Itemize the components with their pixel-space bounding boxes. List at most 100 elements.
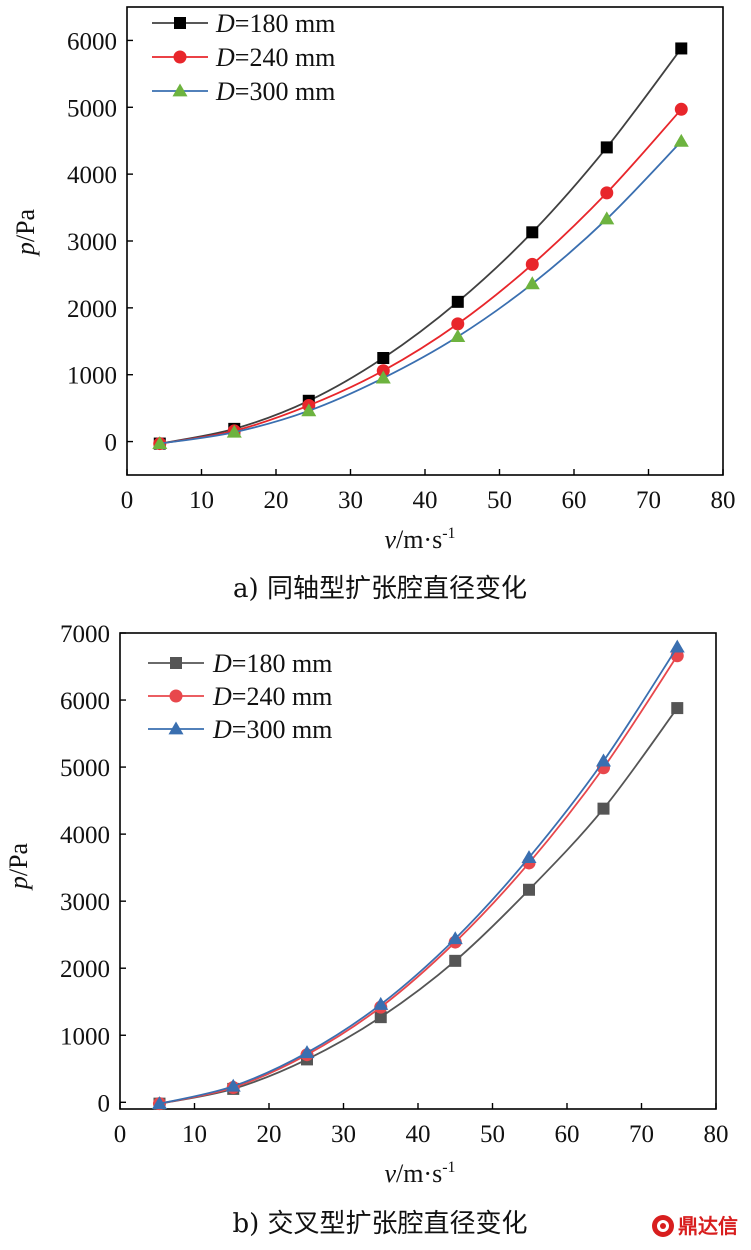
x-tick-label: 50 bbox=[480, 1121, 505, 1148]
caption-a: a) 同轴型扩张腔直径变化 bbox=[233, 574, 527, 604]
legend-label-rest: =300 mm bbox=[232, 715, 333, 744]
x-axis-label-var: v bbox=[384, 1159, 396, 1188]
legend-marker bbox=[172, 83, 188, 97]
y-tick-label: 2000 bbox=[67, 296, 117, 323]
legend-label: D=300 mm bbox=[212, 715, 332, 744]
y-tick-label: 2000 bbox=[60, 956, 110, 983]
y-tick-label: 4000 bbox=[60, 822, 110, 849]
x-tick-label: 20 bbox=[257, 1121, 282, 1148]
series-line-1 bbox=[159, 47, 682, 445]
data-point bbox=[377, 352, 390, 364]
data-point bbox=[600, 186, 614, 200]
legend-label-rest: =180 mm bbox=[235, 9, 336, 38]
x-axis-label: v/m·s-1 bbox=[384, 525, 455, 554]
data-point bbox=[674, 102, 688, 116]
x-tick-label: 40 bbox=[406, 1121, 431, 1148]
legend-label-rest: =240 mm bbox=[232, 682, 333, 711]
y-tick-label: 5000 bbox=[67, 95, 117, 122]
logo-mark-icon bbox=[652, 1215, 674, 1237]
data-point bbox=[301, 403, 317, 417]
legend-label-var: D bbox=[212, 649, 232, 678]
x-axis-label-unit: /m·s bbox=[396, 525, 442, 554]
y-tick-label: 3000 bbox=[67, 229, 117, 256]
x-tick-label: 80 bbox=[711, 487, 736, 514]
x-tick-label: 30 bbox=[338, 487, 363, 514]
y-tick-label: 0 bbox=[105, 430, 118, 457]
legend-marker bbox=[168, 721, 184, 735]
plot-frame bbox=[119, 632, 717, 1110]
y-tick-label: 6000 bbox=[67, 28, 117, 55]
data-point bbox=[451, 317, 465, 331]
y-tick-label: 6000 bbox=[60, 688, 110, 715]
x-tick-label: 10 bbox=[189, 487, 214, 514]
data-point bbox=[375, 370, 391, 384]
legend-label-var: D bbox=[215, 43, 235, 72]
data-point bbox=[524, 276, 540, 290]
watermark-text: 鼎达信 bbox=[678, 1214, 738, 1238]
data-point bbox=[596, 753, 612, 767]
data-point bbox=[525, 257, 539, 271]
y-tick-label: 7000 bbox=[60, 621, 110, 648]
x-axis-label-sup: -1 bbox=[442, 1159, 455, 1176]
x-axis-label-sup: -1 bbox=[442, 525, 455, 542]
legend-label-rest: =240 mm bbox=[235, 43, 336, 72]
legend-label: D=240 mm bbox=[212, 682, 332, 711]
data-point bbox=[521, 850, 537, 863]
data-point bbox=[374, 1011, 387, 1024]
data-point bbox=[675, 42, 688, 55]
chart-b: 0 10 20 30 40 50 60 70 80 0 1000 2000 3000 4000 5000 60… bbox=[4, 621, 729, 1188]
x-tick-label: 30 bbox=[331, 1121, 356, 1148]
y-tick-label: 0 bbox=[98, 1090, 111, 1117]
y-axis-label: p/Pa bbox=[4, 842, 33, 891]
data-point bbox=[299, 1045, 315, 1059]
data-point bbox=[373, 996, 389, 1010]
data-point bbox=[600, 141, 613, 154]
data-point bbox=[152, 436, 168, 449]
data-point bbox=[225, 1078, 241, 1092]
y-axis-label-var: p bbox=[4, 876, 33, 891]
legend-marker bbox=[170, 657, 182, 669]
x-tick-label: 40 bbox=[413, 487, 438, 514]
watermark: 鼎达信 bbox=[652, 1214, 738, 1238]
x-tick-label: 10 bbox=[182, 1121, 207, 1148]
y-axis-label-unit: /Pa bbox=[4, 842, 33, 876]
data-point bbox=[447, 931, 463, 945]
legend-label-rest: =300 mm bbox=[235, 77, 336, 106]
legend-label: D=180 mm bbox=[215, 9, 335, 38]
y-tick-label: 1000 bbox=[60, 1023, 110, 1050]
y-tick-label: 3000 bbox=[60, 889, 110, 916]
x-tick-label: 20 bbox=[264, 487, 289, 514]
legend-label-var: D bbox=[212, 682, 232, 711]
x-tick-label: 0 bbox=[114, 1121, 127, 1148]
data-point bbox=[671, 702, 684, 715]
legend-label-var: D bbox=[212, 715, 232, 744]
x-tick-label: 50 bbox=[487, 487, 512, 514]
legend-label-rest: =180 mm bbox=[232, 649, 333, 678]
legend-marker bbox=[173, 50, 187, 64]
y-tick-label: 1000 bbox=[67, 363, 117, 390]
legend-label: D=300 mm bbox=[215, 77, 335, 106]
chart-a: 0 10 20 30 40 50 60 70 80 0 1000 2000 3000 4000 5000 60… bbox=[11, 6, 736, 554]
legend-label: D=180 mm bbox=[212, 649, 332, 678]
legend-marker bbox=[169, 689, 183, 703]
x-axis-label: v/m·s-1 bbox=[384, 1159, 455, 1188]
caption-b: b) 交叉型扩张腔直径变化 bbox=[232, 1209, 527, 1239]
data-point bbox=[599, 211, 615, 225]
data-point bbox=[669, 639, 685, 653]
data-point bbox=[526, 226, 539, 239]
legend-label: D=240 mm bbox=[215, 43, 335, 72]
x-tick-label: 0 bbox=[121, 487, 134, 514]
y-tick-label: 5000 bbox=[60, 755, 110, 782]
data-point bbox=[151, 1096, 167, 1110]
data-point bbox=[597, 802, 610, 815]
data-point bbox=[449, 954, 462, 967]
data-point bbox=[451, 295, 464, 308]
x-tick-label: 70 bbox=[629, 1121, 654, 1148]
x-tick-label: 80 bbox=[704, 1121, 729, 1148]
legend-label-var: D bbox=[215, 77, 235, 106]
series-line-3 bbox=[159, 140, 682, 445]
x-tick-label: 60 bbox=[555, 1121, 580, 1148]
x-tick-label: 60 bbox=[562, 487, 587, 514]
y-tick-label: 4000 bbox=[67, 162, 117, 189]
